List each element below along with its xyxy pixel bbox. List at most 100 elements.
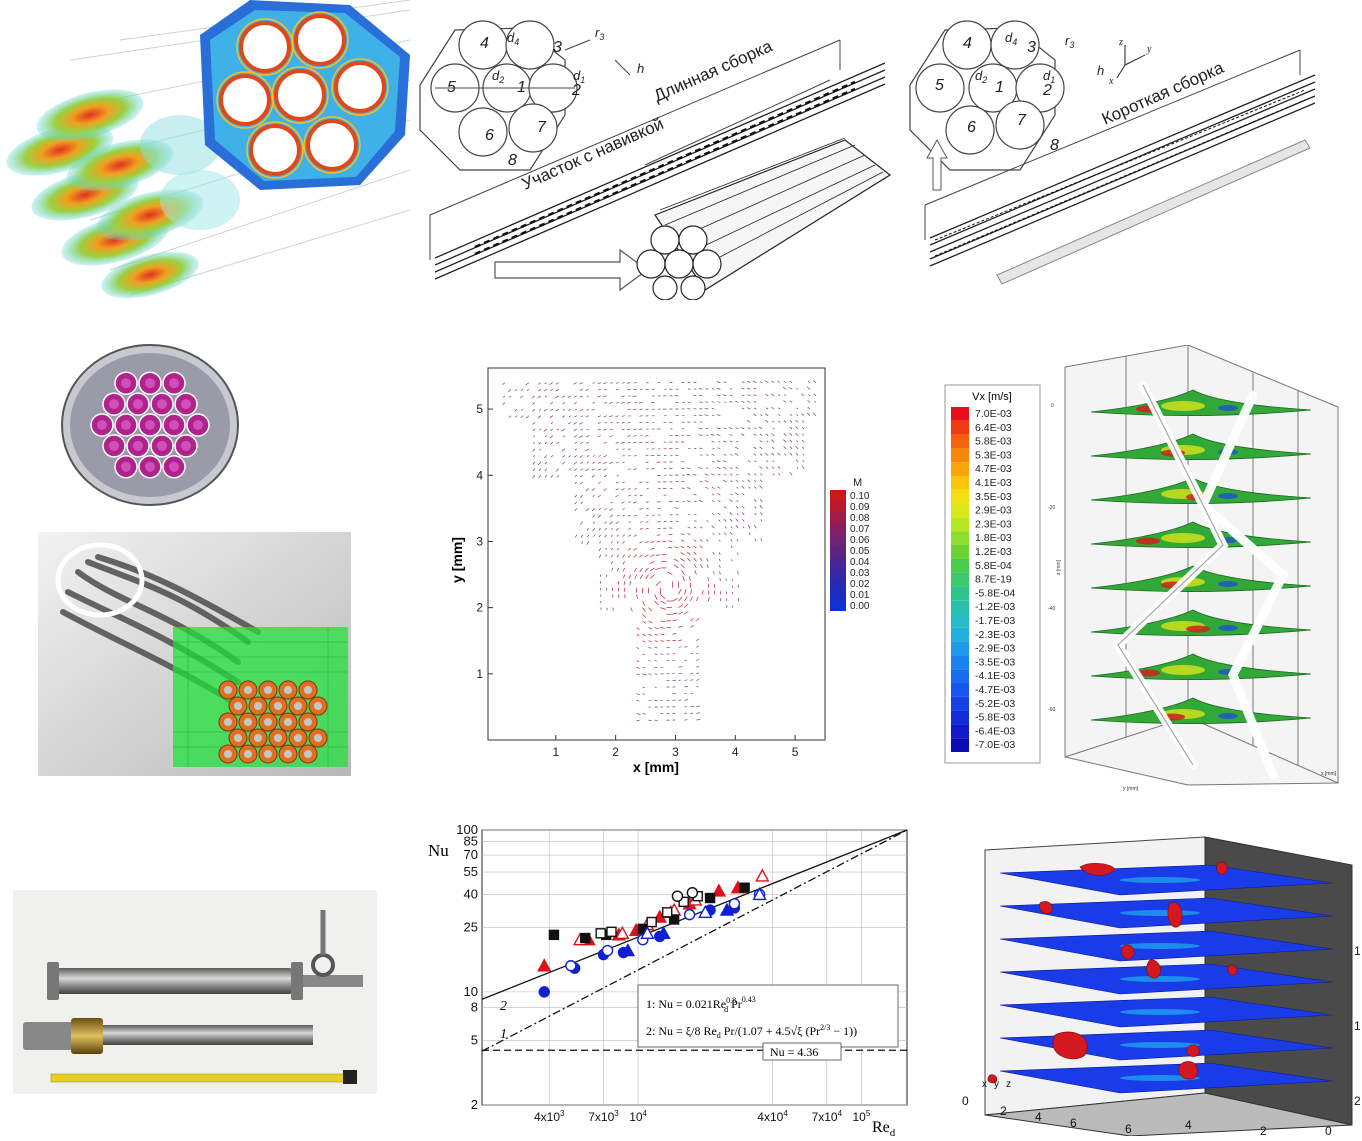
nu-point-open-square — [607, 927, 616, 936]
nu-y-tick-label: 10 — [464, 984, 478, 999]
bubble-3d-plot: 0 2 4 6 6 4 2 0 1 1 2 x y z — [960, 825, 1362, 1136]
svg-text:Короткая сборка: Короткая сборка — [1099, 58, 1227, 129]
fuel-pin-core — [121, 462, 131, 472]
orange-pin-core — [224, 750, 232, 758]
svg-text:z: z — [1006, 1079, 1011, 1090]
nu-x-tick-label: 4x104 — [757, 1109, 788, 1124]
y-tick-label: 5 — [476, 402, 483, 416]
orange-pin-core — [234, 702, 242, 710]
nu-point-filled-square — [581, 934, 590, 943]
legend-value: 0.07 — [850, 524, 870, 535]
slice-low-region — [1218, 405, 1238, 411]
nu-x-tick-label: 105 — [853, 1109, 871, 1124]
orange-pin-core — [244, 718, 252, 726]
x-tick-label: 4 — [732, 745, 739, 759]
orange-pin-core — [234, 734, 242, 742]
nu-y-tick-label: 8 — [471, 1000, 478, 1015]
vx-legend-value: -1.2E-03 — [975, 601, 1015, 613]
vx-legend-value: 4.1E-03 — [975, 477, 1012, 489]
orange-pin-core — [284, 686, 292, 694]
svg-text:2: 2 — [1000, 1104, 1007, 1118]
x-axis-label: x [mm] — [633, 759, 679, 775]
vx-legend-swatch — [951, 517, 969, 531]
legend-value: 0.08 — [850, 513, 870, 524]
nu-y-tick-label: 5 — [471, 1033, 478, 1048]
slice-highlight — [1120, 1009, 1200, 1015]
nu-point-filled-square — [549, 930, 558, 939]
svg-text:h: h — [1097, 63, 1104, 78]
fuel-pin-core — [121, 420, 131, 430]
vx-legend-value: -5.8E-03 — [975, 712, 1015, 724]
nu-y-tick-label: 100 — [456, 822, 478, 837]
svg-text:4: 4 — [1035, 1110, 1042, 1124]
legend-swatch — [830, 512, 846, 523]
nu-y-label: Nu — [428, 841, 449, 860]
nu-point-open-circle — [687, 888, 697, 898]
nu-point-open-square — [596, 929, 605, 938]
vx-legend-swatch — [951, 421, 969, 435]
x-tick-label: 2 — [612, 745, 619, 759]
vx-legend-value: -4.7E-03 — [975, 684, 1015, 696]
vx-legend-swatch — [951, 738, 969, 752]
pin-label-6: 6 — [485, 127, 494, 144]
legend-swatch — [830, 545, 846, 556]
velocity-vector — [639, 422, 642, 423]
svg-text:-40: -40 — [1048, 606, 1055, 612]
nu-point-filled-square — [740, 883, 749, 892]
x-tick-label: 5 — [792, 745, 799, 759]
svg-text:0: 0 — [1325, 1124, 1332, 1136]
vx-legend-swatch — [951, 504, 969, 518]
nu-x-tick-label: 4x103 — [534, 1109, 565, 1124]
nu-point-open-square — [663, 908, 672, 917]
pin-label-1: 1 — [995, 79, 1004, 96]
slice-high-region — [1161, 533, 1205, 543]
legend-value: 0.05 — [850, 546, 870, 557]
svg-text:4: 4 — [1185, 1118, 1192, 1132]
orange-pin-core — [264, 686, 272, 694]
cfd-bundle-image — [0, 0, 410, 300]
fuel-pin-core — [145, 420, 155, 430]
legend-value: 0.01 — [850, 590, 870, 601]
nu-x-label: Red — [872, 1119, 896, 1136]
vx-legend-title: Vx [m/s] — [972, 391, 1012, 403]
nu-y-tick-label: 70 — [464, 847, 478, 862]
orange-pin-core — [304, 750, 312, 758]
wire-label-8: 8 — [508, 152, 517, 169]
slice-low-region — [1218, 493, 1238, 499]
vx-legend-value: -1.7E-03 — [975, 615, 1015, 627]
vx-legend-swatch — [951, 711, 969, 725]
nu-x-tick-label: 104 — [629, 1109, 647, 1124]
short-assembly-title: Короткая сборка — [1099, 58, 1227, 129]
svg-text:Nu = 4.36: Nu = 4.36 — [770, 1045, 818, 1059]
vx-legend-value: 3.5E-03 — [975, 491, 1012, 503]
vx-legend-swatch — [951, 490, 969, 504]
vx-legend-value: 5.3E-03 — [975, 449, 1012, 461]
vx-legend-swatch — [951, 600, 969, 614]
fuel-pin-core — [193, 420, 203, 430]
legend-value: 0.06 — [850, 535, 870, 546]
fuel-pin-core — [133, 441, 143, 451]
vx-legend-value: -2.9E-03 — [975, 643, 1015, 655]
nu-point-open-circle — [685, 910, 695, 920]
vx-legend-value: 6.4E-03 — [975, 422, 1012, 434]
svg-text:y [mm]: y [mm] — [1123, 786, 1139, 792]
curve-2-label: 2 — [500, 999, 507, 1014]
pin-label-4: 4 — [480, 35, 489, 52]
slice-high-region — [1161, 665, 1205, 675]
velocity-vector — [682, 488, 685, 489]
svg-text:-60: -60 — [1048, 707, 1055, 713]
vx-legend-swatch — [951, 573, 969, 587]
coordinate-axes-icon: z y x — [1108, 37, 1152, 87]
svg-text:1: 1 — [1354, 1019, 1361, 1033]
orange-pin-core — [304, 718, 312, 726]
svg-text:Длинная сборка: Длинная сборка — [651, 36, 776, 105]
svg-text:6: 6 — [1125, 1122, 1132, 1136]
slice-peak-region — [1186, 626, 1210, 633]
vx-legend-swatch — [951, 669, 969, 683]
vx-legend-value: 4.7E-03 — [975, 463, 1012, 475]
legend-value: 0.00 — [850, 601, 870, 612]
nu-point-open-circle — [603, 946, 613, 956]
svg-text:2: 2 — [1260, 1124, 1267, 1136]
legend-value: 0.03 — [850, 568, 870, 579]
